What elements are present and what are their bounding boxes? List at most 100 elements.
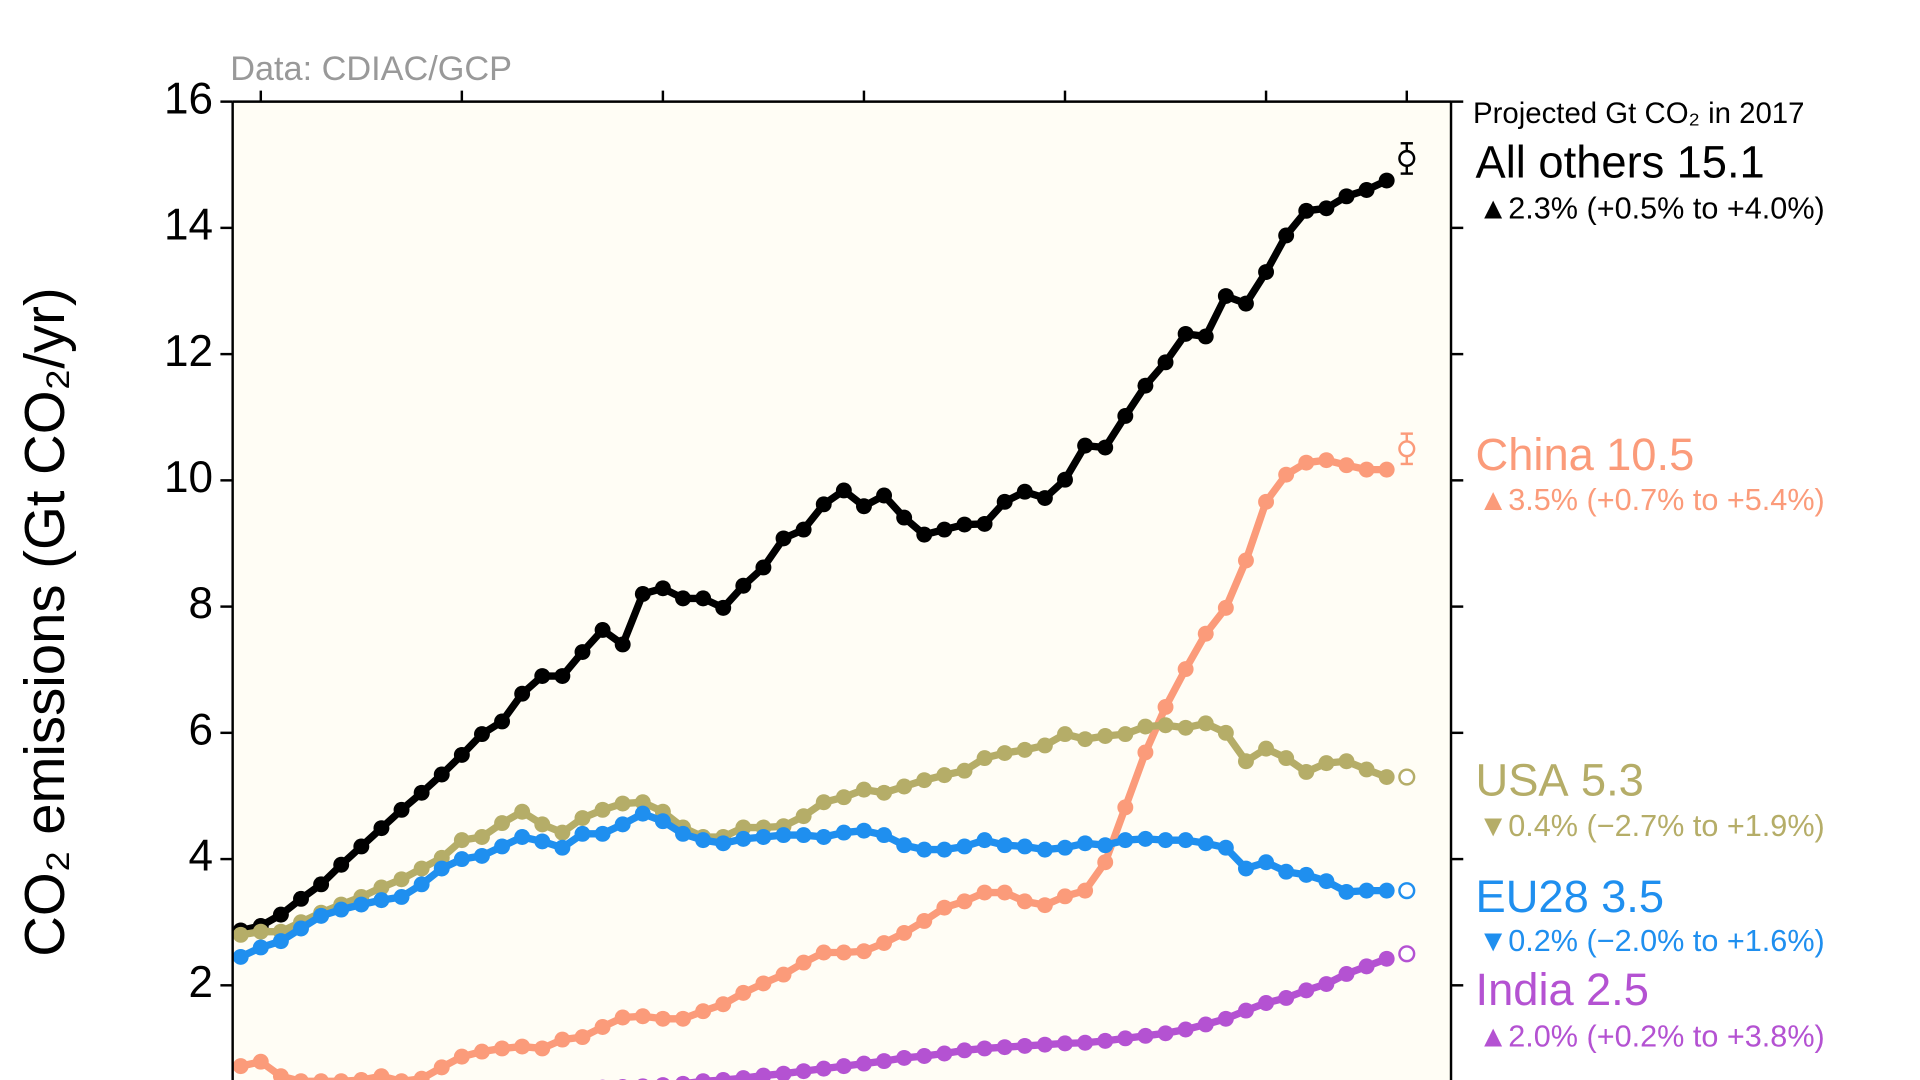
data-point: [996, 745, 1013, 761]
projection-point: [1398, 768, 1416, 786]
legend-name: EU28: [1476, 871, 1589, 922]
data-point: [1157, 1025, 1174, 1042]
data-point: [976, 750, 993, 767]
data-point: [293, 1073, 309, 1080]
legend-entry: EU28 3.5: [1476, 871, 1665, 922]
series-line: [239, 177, 1389, 934]
data-point: [1036, 841, 1053, 858]
data-point: [936, 521, 953, 538]
legend-change: ▲3.5% (+0.7% to +5.4%): [1478, 483, 1825, 517]
data-point: [795, 808, 812, 825]
data-point: [1077, 835, 1094, 852]
data-point: [1197, 835, 1214, 852]
data-point: [1298, 982, 1315, 999]
data-point: [1016, 838, 1033, 855]
data-point: [1278, 989, 1295, 1006]
legend-title: Projected Gt CO₂ in 2017: [1473, 97, 1804, 130]
data-point: [1157, 354, 1174, 371]
data-point: [1278, 863, 1295, 880]
data-point: [614, 816, 631, 833]
data-point: [936, 841, 953, 858]
data-point: [1217, 1010, 1234, 1027]
data-point: [675, 590, 691, 607]
data-point: [1358, 882, 1375, 899]
data-point: [755, 975, 772, 992]
data-point: [815, 496, 832, 513]
data-point: [514, 1038, 531, 1055]
data-point: [676, 1075, 691, 1080]
data-point: [835, 944, 852, 961]
data-point: [654, 1010, 671, 1027]
data-point: [333, 856, 350, 873]
data-point: [1177, 661, 1194, 678]
data-point: [574, 810, 591, 827]
data-point: [695, 1073, 711, 1080]
data-point: [996, 837, 1013, 854]
data-point: [735, 984, 752, 1001]
data-point: [1197, 715, 1214, 732]
data-point: [735, 819, 752, 836]
data-point: [1097, 439, 1114, 456]
legend-name: China: [1476, 429, 1595, 480]
data-point: [353, 838, 370, 855]
data-point: [232, 1058, 249, 1075]
data-point: [252, 1053, 269, 1070]
data-point: [1117, 1030, 1134, 1047]
data-point: [473, 726, 490, 743]
y-tick-label: 8: [189, 579, 214, 628]
data-point: [453, 851, 470, 868]
data-point: [1197, 328, 1214, 345]
data-point: [252, 939, 269, 956]
data-point: [534, 816, 551, 833]
legend-entry: India 2.5: [1476, 964, 1649, 1015]
data-point: [453, 832, 470, 849]
data-point: [1057, 726, 1073, 743]
data-point: [232, 926, 249, 943]
data-point: [835, 789, 852, 806]
data-point: [413, 1070, 430, 1080]
legend-change: ▲2.0% (+0.2% to +3.8%): [1478, 1019, 1825, 1053]
data-point: [1197, 625, 1214, 642]
data-point: [634, 805, 651, 822]
data-point: [1097, 837, 1114, 854]
data-point: [473, 829, 490, 845]
data-point: [976, 884, 993, 901]
data-point: [252, 923, 269, 940]
data-point: [1016, 893, 1033, 910]
data-point: [1217, 288, 1234, 305]
data-point: [976, 515, 993, 532]
data-point: [1217, 724, 1234, 741]
data-point: [1036, 737, 1053, 754]
legend-value: 10.5: [1606, 429, 1694, 480]
data-point: [956, 516, 973, 533]
data-point: [1258, 264, 1275, 281]
data-point: [876, 487, 893, 504]
data-point: [1157, 832, 1174, 849]
data-point: [393, 801, 410, 818]
data-point: [413, 784, 430, 801]
data-point: [1137, 1027, 1154, 1044]
data-point: [876, 784, 893, 801]
data-point: [1318, 452, 1335, 469]
projection-point: [1398, 945, 1416, 963]
legend-entry: USA 5.3: [1476, 755, 1644, 806]
data-point: [1097, 728, 1114, 744]
data-point: [755, 559, 772, 576]
data-point: [1016, 1037, 1033, 1054]
data-point: [1278, 227, 1295, 244]
data-point: [313, 907, 330, 924]
data-point: [815, 944, 832, 961]
data-point: [1217, 839, 1234, 856]
data-point: [715, 1072, 732, 1080]
data-point: [373, 1068, 390, 1080]
data-point: [473, 1043, 490, 1060]
data-point: [1036, 897, 1053, 914]
data-point: [514, 685, 531, 702]
series-line: [240, 719, 1388, 939]
data-point: [675, 1010, 691, 1027]
legend-name: USA: [1476, 755, 1570, 806]
data-point: [514, 803, 531, 820]
data-point: [1318, 755, 1335, 772]
legend-value: 15.1: [1677, 136, 1765, 187]
legend-change: ▼0.4% (−2.7% to +1.9%): [1478, 809, 1825, 843]
